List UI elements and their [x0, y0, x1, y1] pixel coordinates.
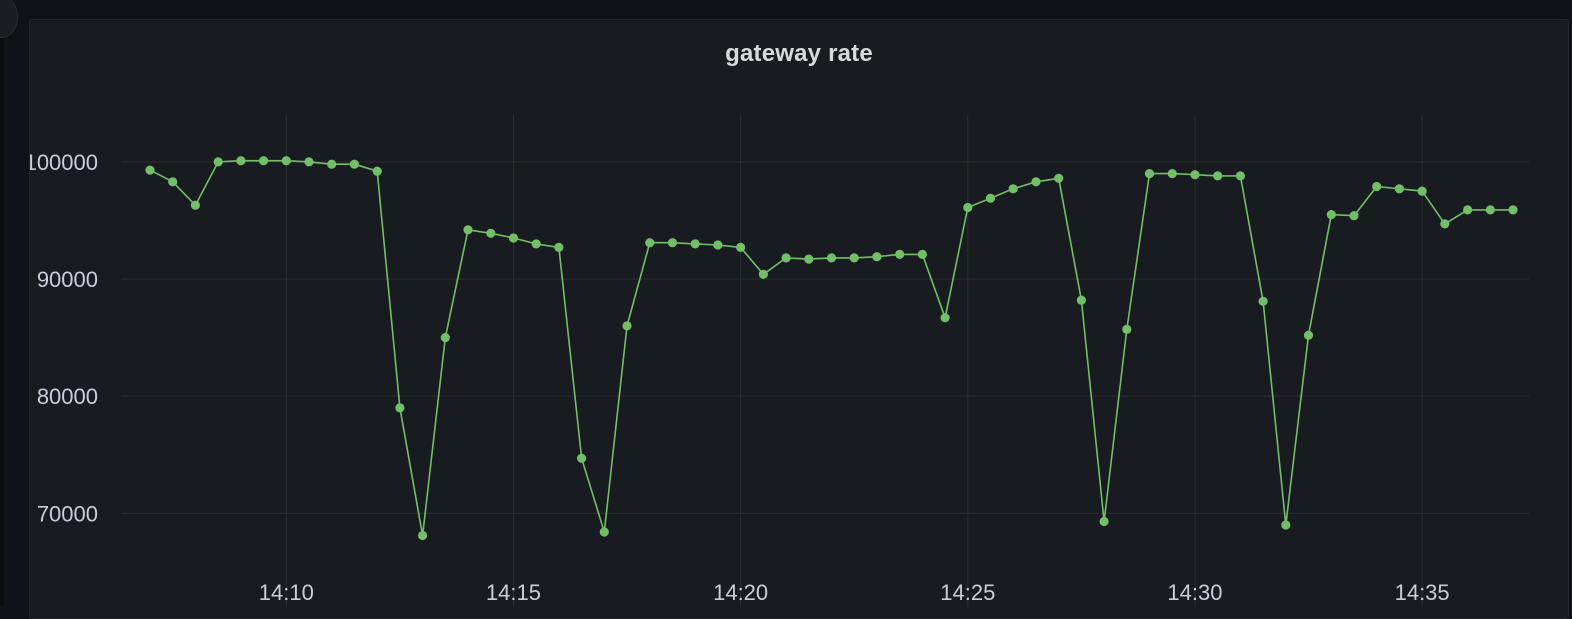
data-point[interactable]	[1485, 205, 1495, 215]
data-point[interactable]	[508, 233, 519, 243]
data-point[interactable]	[190, 200, 200, 210]
data-point[interactable]	[145, 165, 155, 175]
data-point[interactable]	[1394, 184, 1404, 194]
data-point[interactable]	[826, 253, 837, 263]
panel-title[interactable]: gateway rate	[725, 40, 873, 67]
data-point[interactable]	[1281, 520, 1291, 530]
data-point[interactable]	[622, 321, 632, 331]
x-tick-label: 14:15	[486, 580, 541, 605]
data-point[interactable]	[531, 239, 541, 249]
data-point[interactable]	[985, 193, 996, 203]
data-point[interactable]	[440, 333, 450, 343]
data-point[interactable]	[1440, 219, 1450, 229]
data-point[interactable]	[213, 157, 223, 167]
data-point[interactable]	[1008, 184, 1018, 194]
data-point[interactable]	[1122, 324, 1132, 334]
data-point[interactable]	[1258, 296, 1268, 306]
data-point[interactable]	[1417, 186, 1427, 196]
data-point[interactable]	[849, 253, 859, 263]
data-point[interactable]	[1463, 205, 1473, 215]
data-point[interactable]	[554, 242, 564, 252]
data-point[interactable]	[940, 313, 950, 323]
data-point[interactable]	[645, 238, 655, 248]
data-point[interactable]	[1144, 169, 1155, 179]
data-point[interactable]	[1372, 181, 1382, 192]
x-tick-label: 14:30	[1167, 580, 1222, 605]
data-point[interactable]	[281, 156, 291, 166]
data-point[interactable]	[1076, 295, 1086, 305]
data-point[interactable]	[690, 239, 700, 249]
series-layer	[145, 156, 1518, 541]
collapsed-menu-handle[interactable]	[0, 0, 18, 38]
data-point[interactable]	[895, 249, 905, 259]
data-point[interactable]	[917, 249, 928, 259]
data-point[interactable]	[1508, 205, 1518, 215]
data-point[interactable]	[804, 254, 814, 264]
data-point[interactable]	[872, 252, 882, 262]
data-point[interactable]	[1190, 170, 1200, 180]
y-tick-label: 100000	[30, 150, 98, 175]
page-edge	[0, 0, 4, 606]
data-point[interactable]	[577, 453, 587, 463]
data-point[interactable]	[1213, 171, 1223, 181]
data-point[interactable]	[963, 202, 973, 213]
data-point[interactable]	[1099, 516, 1109, 527]
y-tick-label: 70000	[37, 501, 98, 526]
data-point[interactable]	[349, 159, 359, 169]
data-point[interactable]	[1054, 173, 1064, 183]
data-point[interactable]	[304, 157, 314, 167]
x-tick-label: 14:25	[940, 580, 995, 605]
data-point[interactable]	[736, 242, 746, 252]
series-line	[149, 159, 1513, 537]
data-point[interactable]	[372, 166, 382, 176]
data-point[interactable]	[463, 225, 473, 235]
data-point[interactable]	[781, 253, 791, 263]
data-point[interactable]	[713, 240, 723, 250]
x-axis-ticks: 14:10 14:15 14:20 14:25 14:30 14:35	[259, 580, 1450, 605]
x-tick-label: 14:20	[713, 580, 768, 605]
x-tick-label: 14:10	[259, 580, 314, 605]
y-tick-label: 90000	[37, 267, 98, 292]
data-point[interactable]	[1235, 171, 1245, 181]
data-point[interactable]	[1326, 210, 1336, 220]
data-point[interactable]	[1167, 169, 1177, 179]
data-point[interactable]	[758, 269, 769, 279]
data-point[interactable]	[1303, 330, 1314, 340]
data-point[interactable]	[327, 159, 337, 169]
data-point[interactable]	[236, 156, 246, 166]
data-point[interactable]	[395, 403, 405, 413]
grid-lines	[121, 115, 1529, 607]
data-point[interactable]	[168, 177, 178, 187]
data-point[interactable]	[418, 530, 428, 541]
data-point[interactable]	[667, 238, 678, 248]
y-tick-label: 80000	[37, 384, 98, 409]
data-point[interactable]	[1349, 211, 1359, 221]
data-point[interactable]	[259, 156, 269, 166]
y-axis-ticks: 100000 90000 80000 70000	[30, 150, 98, 526]
data-point[interactable]	[486, 228, 496, 238]
data-point[interactable]	[1031, 177, 1041, 187]
x-tick-label: 14:35	[1395, 580, 1450, 605]
data-point[interactable]	[599, 527, 609, 537]
chart-panel: gateway rate 100000 90000 80000 70000 14:10…	[29, 19, 1569, 619]
